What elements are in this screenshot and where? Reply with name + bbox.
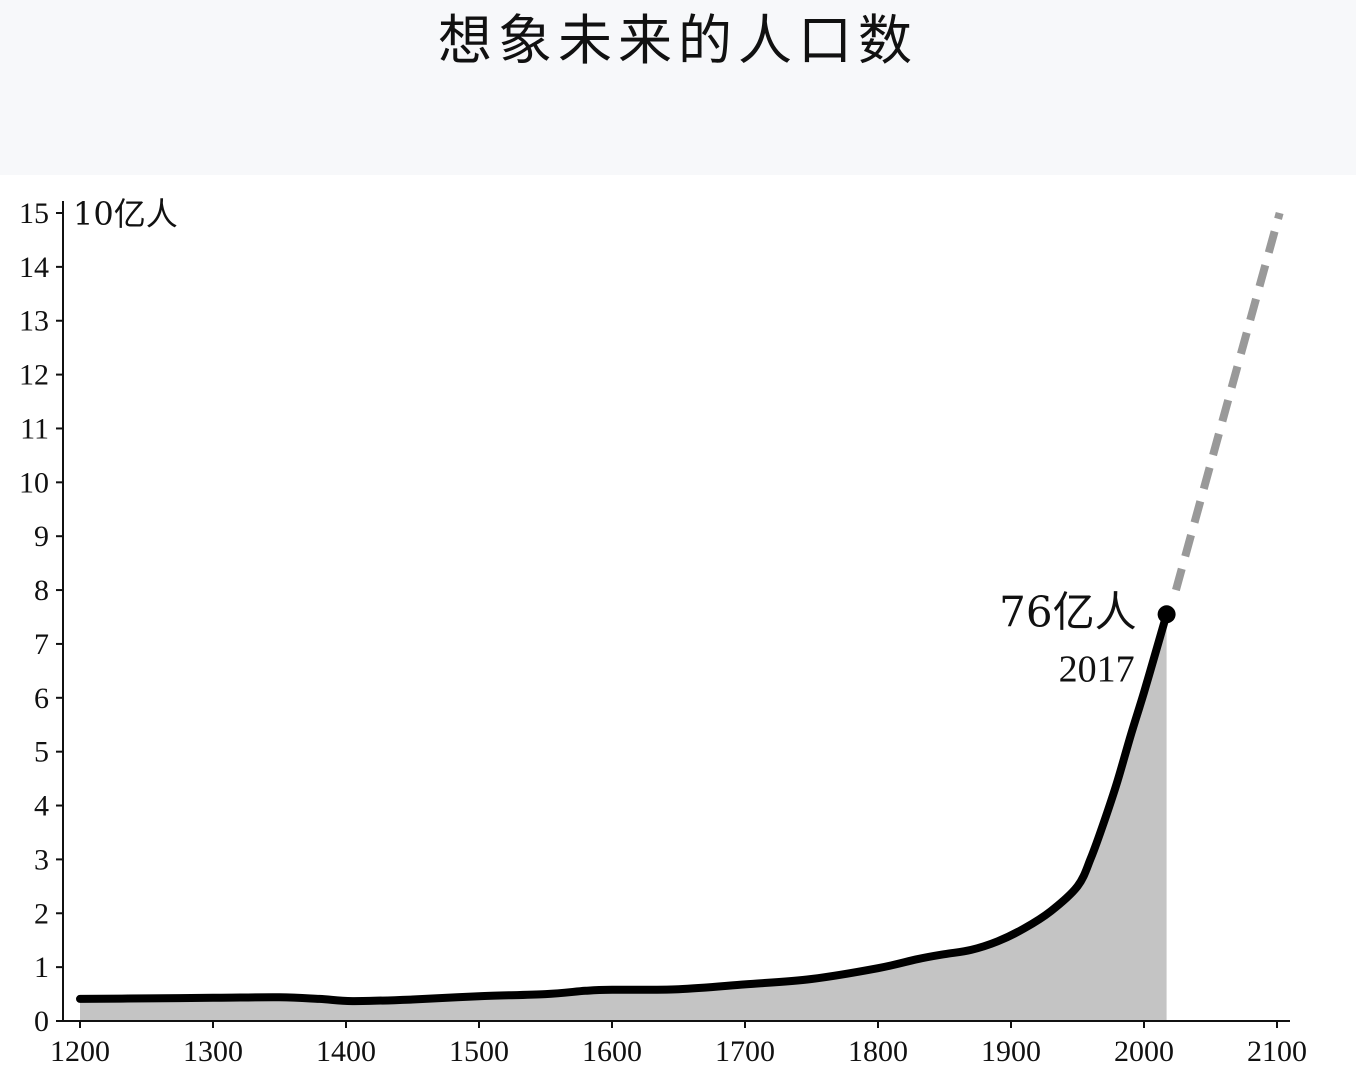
y-tick-label: 2 bbox=[34, 897, 49, 930]
x-tick-label: 1200 bbox=[50, 1035, 110, 1068]
y-tick-label: 4 bbox=[34, 790, 49, 823]
y-tick-label: 12 bbox=[19, 359, 49, 392]
x-tick-label: 1400 bbox=[316, 1035, 376, 1068]
y-tick-label: 15 bbox=[19, 197, 49, 230]
page-title: 想象未来的人口数 bbox=[438, 9, 918, 72]
current-year-label: 2017 bbox=[1059, 648, 1135, 690]
x-tick-label: 1900 bbox=[981, 1035, 1041, 1068]
chart-area: 0 1 2 3 4 5 6 7 8 9 10 11 12 13 14 15 1200 1300 1400 1500 1… bbox=[0, 175, 1356, 1076]
y-tick-label: 10 bbox=[19, 466, 49, 499]
y-tick-label: 7 bbox=[34, 628, 49, 661]
y-tick-label: 8 bbox=[34, 574, 49, 607]
x-tick-label: 1500 bbox=[449, 1035, 509, 1068]
current-population-label: 76亿人 bbox=[999, 587, 1136, 636]
current-population-marker bbox=[1157, 605, 1176, 624]
y-tick-label: 11 bbox=[20, 412, 49, 445]
axes-layer bbox=[62, 201, 1290, 1022]
projection-dashed-line bbox=[1172, 211, 1284, 592]
y-tick-label: 5 bbox=[34, 736, 49, 769]
y-tick-label: 14 bbox=[19, 251, 49, 284]
area-fill-layer bbox=[80, 614, 1167, 1021]
x-tick-label: 2000 bbox=[1114, 1035, 1174, 1068]
x-ticks: 1200 1300 1400 1500 1600 1700 1800 1900 2000 2100 bbox=[50, 1021, 1307, 1068]
y-tick-label: 0 bbox=[34, 1005, 49, 1038]
x-tick-label: 1800 bbox=[848, 1035, 908, 1068]
x-tick-label: 2100 bbox=[1247, 1035, 1307, 1068]
population-area-fill bbox=[80, 614, 1167, 1021]
population-line bbox=[76, 610, 1171, 1006]
series-line-layer bbox=[76, 211, 1284, 1006]
x-tick-label: 1300 bbox=[183, 1035, 243, 1068]
x-tick-label: 1700 bbox=[715, 1035, 775, 1068]
x-tick-label: 1600 bbox=[582, 1035, 642, 1068]
y-tick-label: 3 bbox=[34, 843, 49, 876]
y-tick-label: 9 bbox=[34, 520, 49, 553]
y-axis-unit-label: 10亿人 bbox=[73, 195, 178, 233]
y-tick-label: 13 bbox=[19, 305, 49, 338]
title-banner: 想象未来的人口数 bbox=[0, 0, 1356, 175]
y-tick-label: 1 bbox=[34, 951, 49, 984]
y-tick-label: 6 bbox=[34, 682, 49, 715]
